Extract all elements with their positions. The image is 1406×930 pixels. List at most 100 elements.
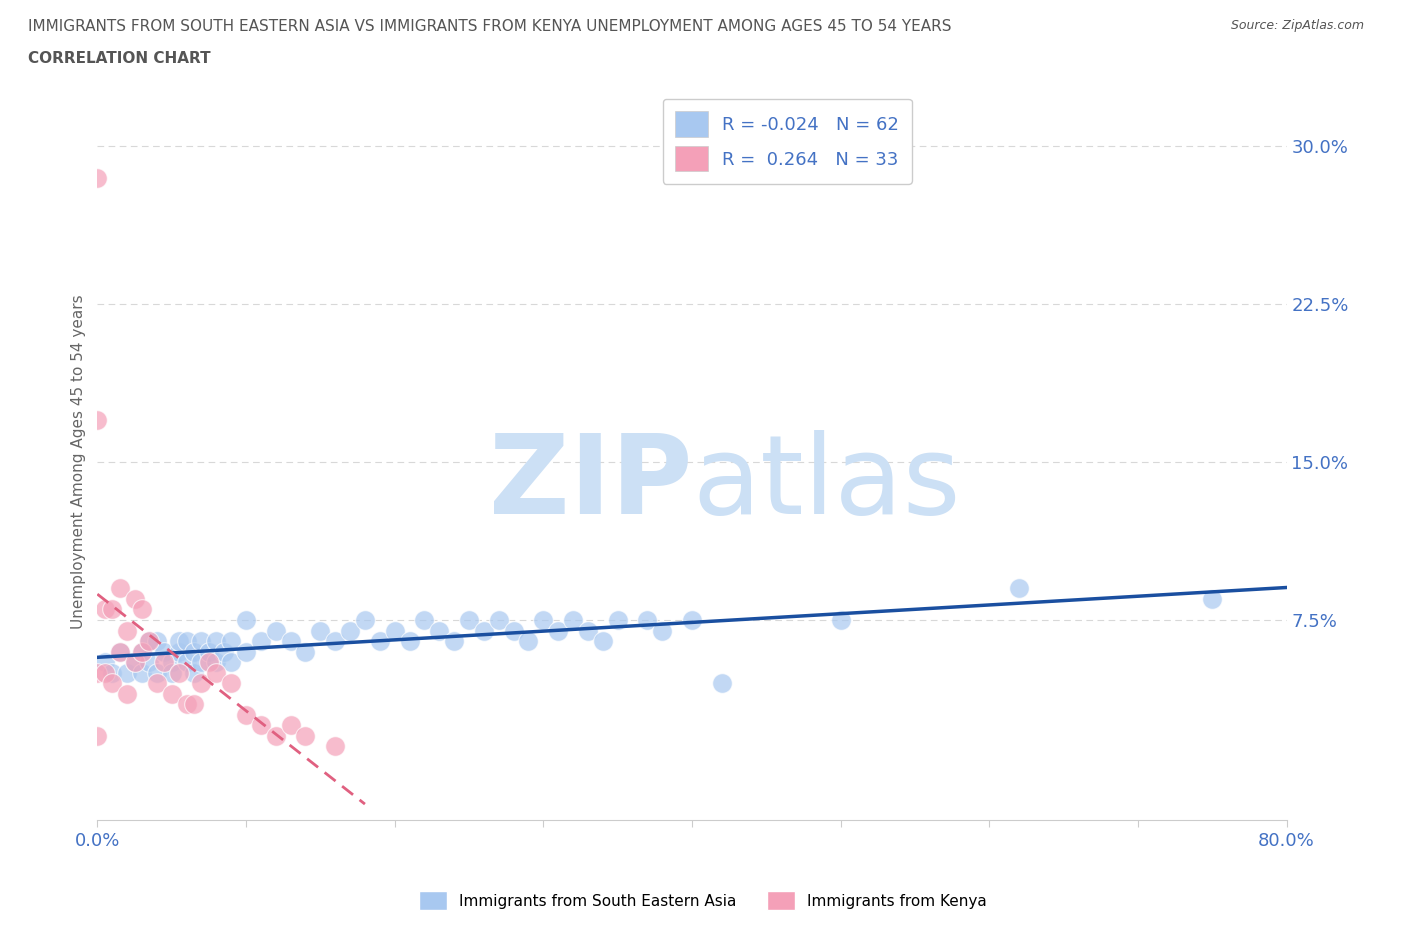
Point xyxy=(131,602,153,617)
Point xyxy=(488,613,510,628)
Point xyxy=(108,581,131,596)
Point xyxy=(368,633,391,648)
Point xyxy=(264,728,287,743)
Point xyxy=(198,655,221,670)
Point xyxy=(183,665,205,680)
Point xyxy=(101,665,124,680)
Point xyxy=(205,633,228,648)
Point xyxy=(681,613,703,628)
Point xyxy=(131,644,153,659)
Legend: R = -0.024   N = 62, R =  0.264   N = 33: R = -0.024 N = 62, R = 0.264 N = 33 xyxy=(662,99,911,184)
Point xyxy=(547,623,569,638)
Legend: Immigrants from South Eastern Asia, Immigrants from Kenya: Immigrants from South Eastern Asia, Immi… xyxy=(412,884,994,918)
Point xyxy=(94,602,117,617)
Point xyxy=(562,613,585,628)
Point xyxy=(146,633,169,648)
Point xyxy=(413,613,436,628)
Point xyxy=(205,665,228,680)
Point xyxy=(94,665,117,680)
Point xyxy=(710,676,733,691)
Point xyxy=(427,623,450,638)
Point xyxy=(160,686,183,701)
Text: ZIP: ZIP xyxy=(489,430,692,537)
Point xyxy=(235,613,257,628)
Point xyxy=(138,633,160,648)
Point xyxy=(531,613,554,628)
Point xyxy=(606,613,628,628)
Point xyxy=(280,633,302,648)
Point xyxy=(108,644,131,659)
Point xyxy=(384,623,406,638)
Point xyxy=(167,633,190,648)
Point xyxy=(124,655,146,670)
Point xyxy=(124,655,146,670)
Point xyxy=(124,591,146,606)
Text: Source: ZipAtlas.com: Source: ZipAtlas.com xyxy=(1230,19,1364,32)
Point xyxy=(517,633,540,648)
Point xyxy=(183,644,205,659)
Point xyxy=(86,728,108,743)
Point xyxy=(219,676,242,691)
Point xyxy=(443,633,465,648)
Text: IMMIGRANTS FROM SOUTH EASTERN ASIA VS IMMIGRANTS FROM KENYA UNEMPLOYMENT AMONG A: IMMIGRANTS FROM SOUTH EASTERN ASIA VS IM… xyxy=(28,19,952,33)
Point xyxy=(153,644,176,659)
Point xyxy=(138,655,160,670)
Point xyxy=(160,665,183,680)
Point xyxy=(235,644,257,659)
Point xyxy=(651,623,673,638)
Point xyxy=(198,644,221,659)
Point xyxy=(830,613,852,628)
Y-axis label: Unemployment Among Ages 45 to 54 years: Unemployment Among Ages 45 to 54 years xyxy=(72,295,86,630)
Point xyxy=(115,665,138,680)
Point xyxy=(294,644,316,659)
Point xyxy=(212,644,235,659)
Point xyxy=(190,655,212,670)
Point xyxy=(94,655,117,670)
Point xyxy=(1201,591,1223,606)
Point xyxy=(86,665,108,680)
Point xyxy=(576,623,599,638)
Point xyxy=(235,708,257,723)
Point xyxy=(294,728,316,743)
Point xyxy=(167,665,190,680)
Point xyxy=(354,613,377,628)
Point xyxy=(115,623,138,638)
Point xyxy=(219,655,242,670)
Point xyxy=(153,655,176,670)
Point xyxy=(86,170,108,185)
Point xyxy=(101,602,124,617)
Point xyxy=(131,665,153,680)
Point xyxy=(339,623,361,638)
Point xyxy=(1008,581,1031,596)
Point xyxy=(592,633,614,648)
Point xyxy=(502,623,524,638)
Point xyxy=(167,644,190,659)
Point xyxy=(138,633,160,648)
Text: atlas: atlas xyxy=(692,430,960,537)
Point xyxy=(108,644,131,659)
Point xyxy=(323,633,346,648)
Point xyxy=(183,697,205,711)
Point xyxy=(219,633,242,648)
Point xyxy=(176,655,198,670)
Point xyxy=(101,676,124,691)
Point xyxy=(86,413,108,428)
Point xyxy=(636,613,658,628)
Point xyxy=(264,623,287,638)
Point xyxy=(190,633,212,648)
Point xyxy=(250,633,273,648)
Point xyxy=(190,676,212,691)
Text: CORRELATION CHART: CORRELATION CHART xyxy=(28,51,211,66)
Point xyxy=(472,623,495,638)
Point xyxy=(176,633,198,648)
Point xyxy=(176,697,198,711)
Point xyxy=(280,718,302,733)
Point xyxy=(115,686,138,701)
Point xyxy=(250,718,273,733)
Point xyxy=(323,739,346,754)
Point xyxy=(458,613,481,628)
Point xyxy=(309,623,332,638)
Point xyxy=(146,665,169,680)
Point xyxy=(205,655,228,670)
Point xyxy=(398,633,420,648)
